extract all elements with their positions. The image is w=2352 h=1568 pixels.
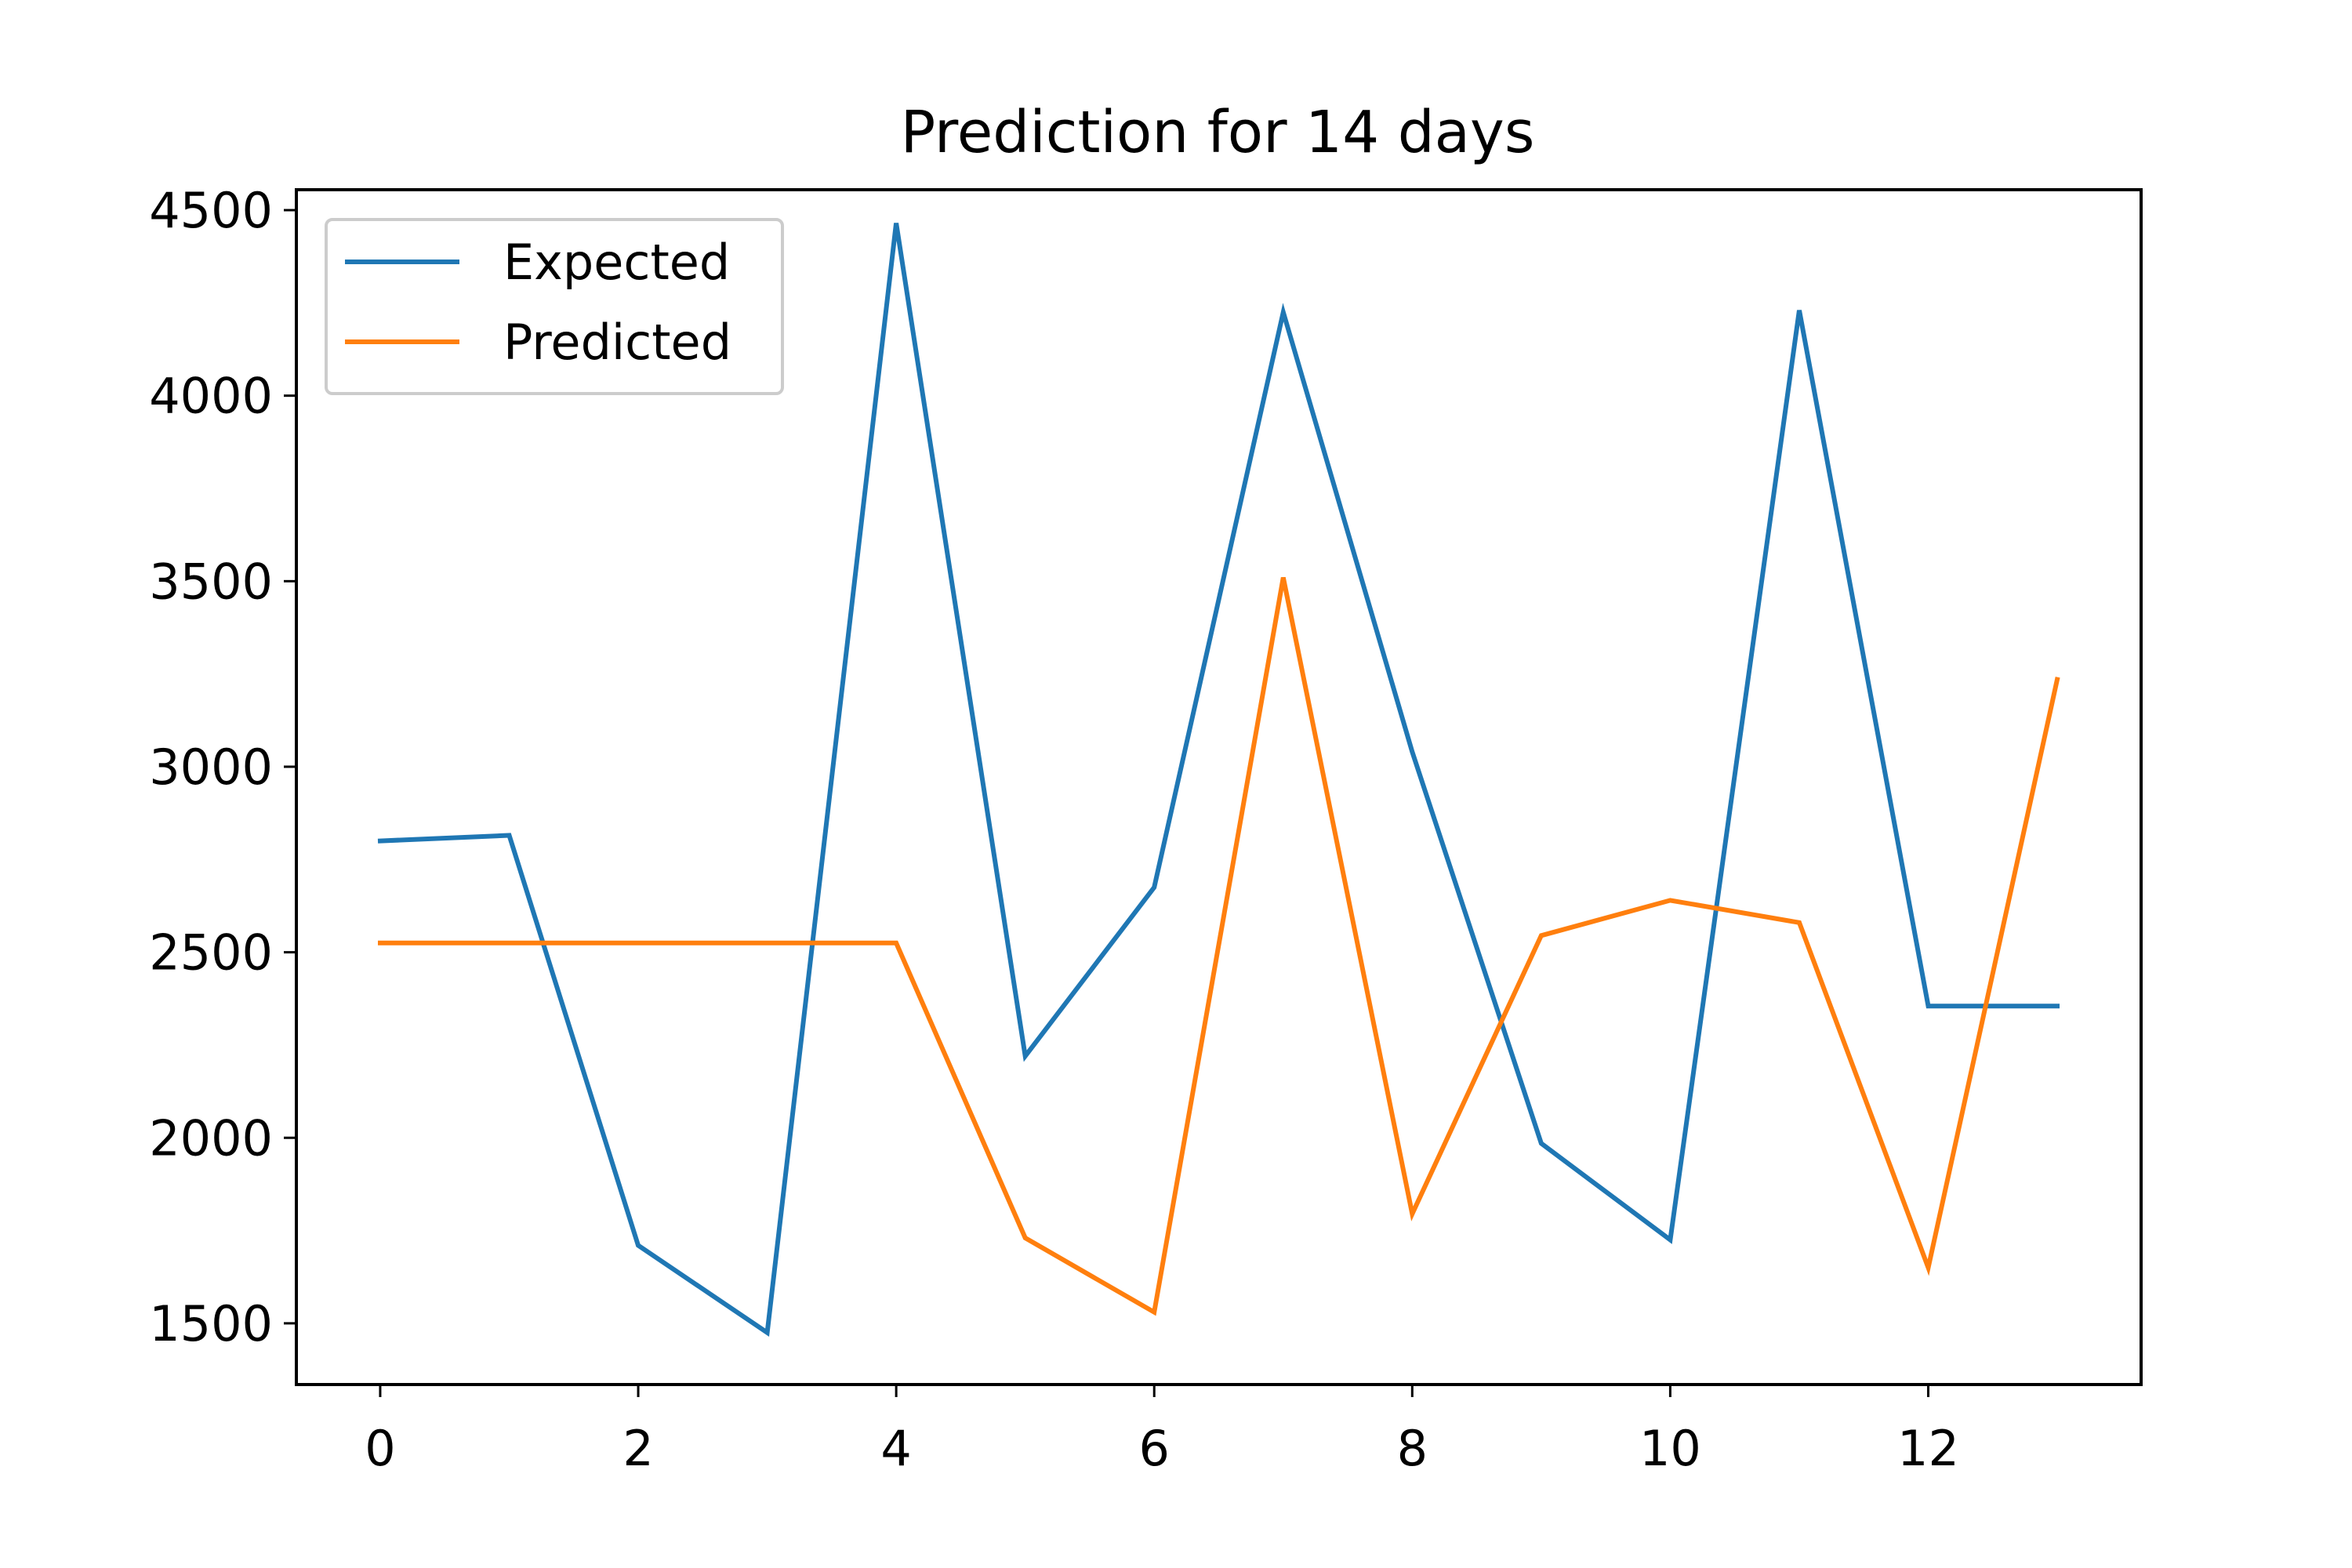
legend: Expected Predicted (325, 218, 784, 395)
y-tick-label: 3000 (149, 739, 273, 796)
x-tick-label: 0 (365, 1420, 395, 1477)
x-tick-label: 12 (1897, 1420, 1959, 1477)
series-line-predicted (378, 577, 2060, 1316)
series-layer (377, 223, 2060, 1337)
y-tick-label: 2000 (149, 1109, 273, 1167)
y-tick-label: 3500 (149, 553, 273, 610)
y-tick-label: 4000 (149, 368, 273, 425)
y-axis: 1500 2000 2500 3000 3500 4000 4500 (149, 182, 296, 1352)
plot-area-frame (295, 188, 2143, 1386)
x-tick-label: 10 (1639, 1420, 1701, 1477)
legend-label-predicted: Predicted (503, 314, 731, 371)
chart-title: Prediction for 14 days (901, 99, 1535, 166)
x-tick-label: 2 (622, 1420, 653, 1477)
x-tick-label: 4 (880, 1420, 911, 1477)
x-tick-label: 8 (1397, 1420, 1428, 1477)
y-tick-label: 4500 (149, 182, 273, 239)
y-tick-label: 1500 (149, 1295, 273, 1352)
x-axis: 0 2 4 6 8 10 12 (365, 1385, 1959, 1477)
x-tick-label: 6 (1139, 1420, 1170, 1477)
y-tick-label: 2500 (149, 924, 273, 982)
series-line-expected (377, 223, 2060, 1337)
legend-label-expected: Expected (503, 234, 730, 291)
